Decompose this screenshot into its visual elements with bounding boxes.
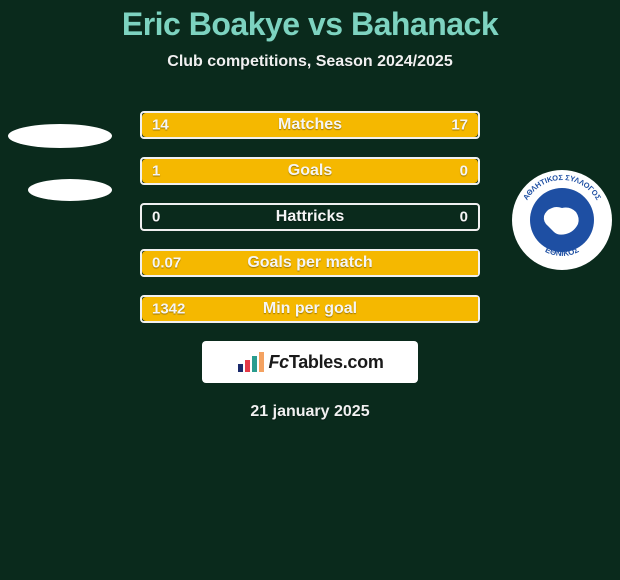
player1-club-badge	[8, 118, 113, 213]
footer-brand-prefix: Fc	[268, 352, 288, 372]
page-title: Eric Boakye vs Bahanack	[0, 6, 620, 43]
stat-value-left: 14	[152, 117, 169, 134]
stat-label: Goals per match	[247, 254, 372, 272]
stat-row: 0.07 Goals per match	[140, 249, 480, 277]
badge-right-svg: ΑΘΛΗΤΙΚΟΣ ΣΥΛΛΟΓΟΣ ΕΘΝΙΚΟΣ	[510, 168, 614, 272]
svg-text:ΑΘΛΗΤΙΚΟΣ ΣΥΛΛΟΓΟΣ: ΑΘΛΗΤΙΚΟΣ ΣΥΛΛΟΓΟΣ	[521, 173, 603, 202]
player2-club-badge: ΑΘΛΗΤΙΚΟΣ ΣΥΛΛΟΓΟΣ ΕΘΝΙΚΟΣ	[510, 168, 614, 277]
stat-value-left: 1	[152, 163, 160, 180]
stat-value-left: 0.07	[152, 255, 181, 272]
svg-text:ΕΘΝΙΚΟΣ: ΕΘΝΙΚΟΣ	[544, 245, 580, 258]
stat-row: 1342 Min per goal	[140, 295, 480, 323]
stat-label: Goals	[288, 162, 332, 180]
date-text: 21 january 2025	[0, 403, 620, 421]
stat-row: 0 0 Hattricks	[140, 203, 480, 231]
stat-label: Min per goal	[263, 300, 357, 318]
stat-label: Matches	[278, 116, 342, 134]
stat-value-left: 1342	[152, 301, 185, 318]
stat-value-right: 0	[460, 163, 468, 180]
stat-value-left: 0	[152, 209, 160, 226]
stat-row: 1 0 Goals	[140, 157, 480, 185]
content-wrapper: Eric Boakye vs Bahanack Club competition…	[0, 0, 620, 421]
footer-brand-text: FcTables.com	[268, 352, 383, 373]
footer-brand-suffix: Tables.com	[289, 352, 384, 372]
footer-chart-icon	[236, 350, 264, 374]
subtitle: Club competitions, Season 2024/2025	[0, 53, 620, 71]
badge-left-svg	[8, 118, 113, 208]
footer-brand-box[interactable]: FcTables.com	[202, 341, 418, 383]
stat-value-right: 0	[460, 209, 468, 226]
stat-value-right: 17	[451, 117, 468, 134]
stats-container: 14 17 Matches 1 0 Goals 0 0 Hattricks 0.07 Goals p…	[140, 111, 480, 323]
stat-bar-left	[142, 159, 411, 183]
stat-label: Hattricks	[276, 208, 344, 226]
stat-row: 14 17 Matches	[140, 111, 480, 139]
